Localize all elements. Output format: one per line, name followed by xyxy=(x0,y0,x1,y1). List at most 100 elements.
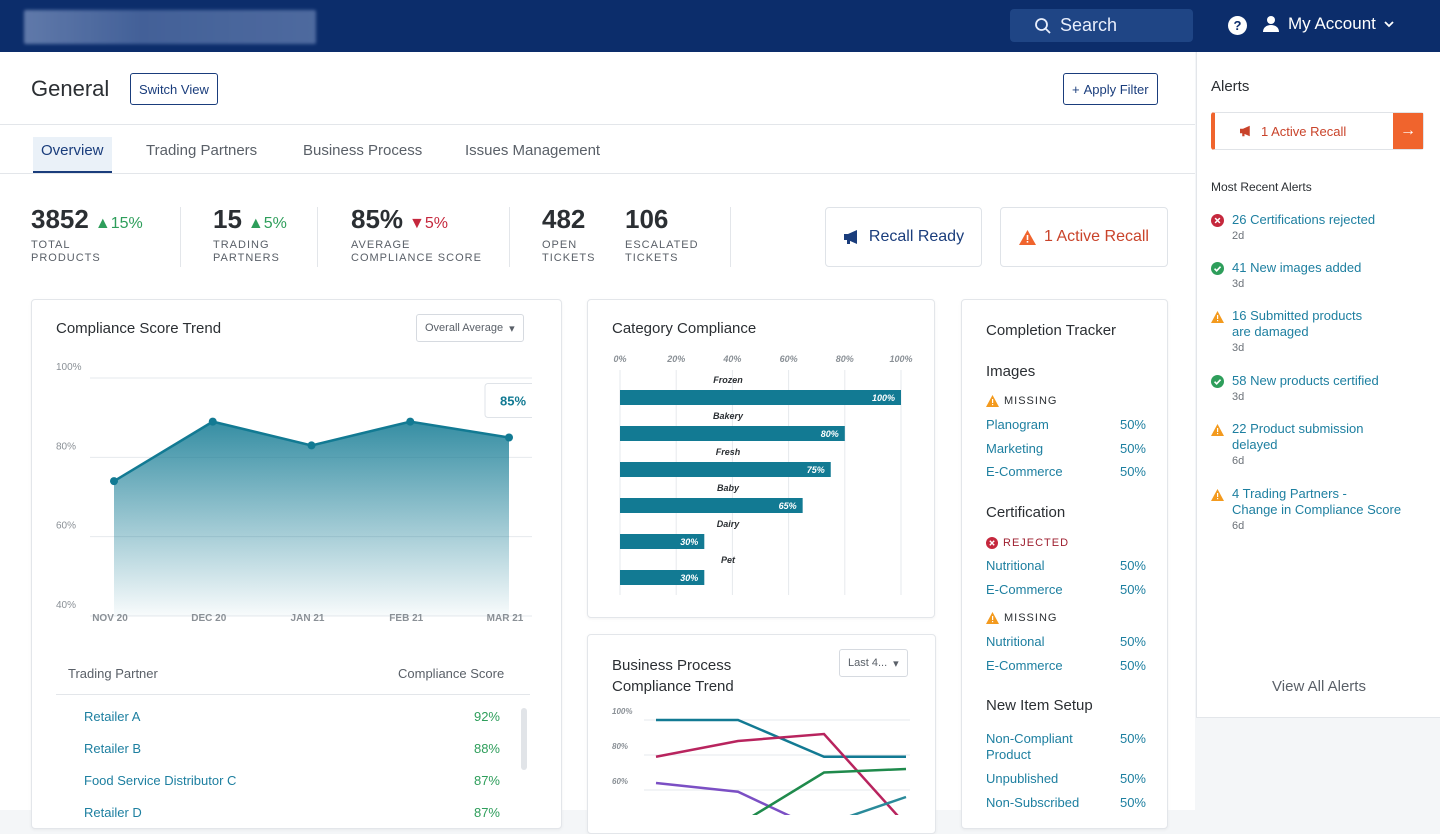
period-dropdown[interactable]: Last 4... ▾ xyxy=(839,649,908,677)
x-tick-label: 60% xyxy=(780,354,798,364)
business-process-chart: 100% 80% 60% xyxy=(612,707,910,815)
tracker-heading: Certification xyxy=(986,504,1066,521)
row-value: 50% xyxy=(1119,795,1146,810)
scrollbar[interactable] xyxy=(521,708,527,770)
row-value: 50% xyxy=(1119,417,1146,432)
card-title: Business Process Compliance Trend xyxy=(612,655,734,697)
arrow-up-icon: ▲ xyxy=(247,215,264,232)
compliance-trend-card: Compliance Score Trend Overall Average ▾ … xyxy=(31,299,562,829)
kpi-label: TICKETS xyxy=(542,252,596,264)
tracker-row[interactable]: E-Commerce 50% xyxy=(986,658,1146,673)
partner-score: 92% xyxy=(473,709,500,724)
row-value: 50% xyxy=(1119,464,1146,479)
arrow-down-icon: ▼ xyxy=(409,215,425,232)
row-label: Marketing xyxy=(986,441,1044,456)
overall-average-dropdown[interactable]: Overall Average ▾ xyxy=(416,314,524,342)
help-icon[interactable]: ? xyxy=(1228,16,1247,35)
chevron-down-icon xyxy=(1384,21,1394,28)
alert-line: 22 Product submission xyxy=(1232,421,1364,436)
warning-icon xyxy=(1019,229,1037,245)
alert-line: delayed xyxy=(1232,437,1278,452)
tracker-row[interactable]: E-Commerce 50% xyxy=(986,464,1146,479)
divider xyxy=(180,207,181,267)
tab-business-process[interactable]: Business Process xyxy=(303,142,423,159)
tracker-row[interactable]: Nutritional 50% xyxy=(986,634,1146,649)
data-point xyxy=(505,433,513,442)
alert-line: are damaged xyxy=(1232,324,1309,339)
app-logo[interactable] xyxy=(24,10,316,44)
arrow-up-icon: ▲ xyxy=(94,215,111,232)
business-process-card: Business Process Compliance Trend Last 4.… xyxy=(587,634,936,834)
alert-item[interactable]: 41 New images added 3d xyxy=(1211,260,1431,290)
bar-value-label: 65% xyxy=(779,501,797,511)
recall-ready-button[interactable]: Recall Ready xyxy=(825,207,982,267)
card-title-line: Compliance Trend xyxy=(612,678,734,695)
dropdown-value: Last 4... xyxy=(848,657,888,669)
category-compliance-card: Category Compliance 0% 20% 40% 60% 80% 100% Fr… xyxy=(587,299,935,618)
table-row[interactable]: Retailer A 92% xyxy=(84,709,500,724)
partner-name: Food Service Distributor C xyxy=(84,773,237,788)
table-row[interactable]: Retailer B 88% xyxy=(84,741,500,756)
tab-overview[interactable]: Overview xyxy=(33,137,112,173)
status-label: MISSING xyxy=(1004,612,1058,624)
status-missing: MISSING xyxy=(986,395,1057,407)
table-row[interactable]: Retailer D 87% xyxy=(84,805,500,820)
tracker-row[interactable]: Marketing 50% xyxy=(986,441,1146,456)
alert-item[interactable]: 4 Trading Partners - Change in Compliance… xyxy=(1211,486,1431,532)
y-tick-label: 60% xyxy=(56,521,76,532)
kpi-value: 15 xyxy=(213,204,242,234)
alerts-panel: Alerts 1 Active Recall → Most Recent Ale… xyxy=(1196,52,1440,718)
active-recall-button[interactable]: 1 Active Recall xyxy=(1000,207,1168,267)
recall-ready-label: Recall Ready xyxy=(868,228,965,245)
switch-view-button[interactable]: Switch View xyxy=(130,73,218,105)
check-circle-icon xyxy=(1211,375,1224,388)
kpi-label: ESCALATED xyxy=(625,239,699,251)
search-label: Search xyxy=(1060,15,1118,35)
search-button[interactable]: Search xyxy=(1010,9,1193,42)
kpi-average-compliance: 85% ▼5% AVERAGE COMPLIANCE SCORE xyxy=(351,204,482,265)
tracker-row[interactable]: Non-Subscribed 50% xyxy=(986,795,1146,810)
row-value: 50% xyxy=(1119,634,1146,649)
account-menu[interactable]: My Account xyxy=(1262,14,1394,34)
alert-item[interactable]: 26 Certifications rejected 2d xyxy=(1211,212,1431,242)
tab-issues-management[interactable]: Issues Management xyxy=(465,142,601,159)
kpi-value: 3852 xyxy=(31,204,89,234)
partner-name: Retailer A xyxy=(84,709,141,724)
tab-trading-partners[interactable]: Trading Partners xyxy=(146,142,258,159)
divider xyxy=(56,694,530,695)
row-value: 50% xyxy=(1119,441,1146,456)
card-title-line: Business Process xyxy=(612,657,732,674)
partner-name: Retailer D xyxy=(84,805,142,820)
kpi-label: PARTNERS xyxy=(213,252,280,264)
bar xyxy=(620,462,831,477)
tracker-row[interactable]: Planogram 50% xyxy=(986,417,1146,432)
tracker-row[interactable]: E-Commerce 50% xyxy=(986,582,1146,597)
alert-item[interactable]: 58 New products certified 3d xyxy=(1211,373,1431,403)
kpi-value: 482 xyxy=(542,204,586,234)
bar-value-label: 30% xyxy=(680,537,698,547)
active-recall-alert[interactable]: 1 Active Recall → xyxy=(1211,112,1424,150)
x-tick-label: 40% xyxy=(722,354,741,364)
tooltip-value: 85% xyxy=(500,394,526,409)
arrow-right-icon[interactable]: → xyxy=(1393,113,1423,149)
category-label: Dairy xyxy=(717,519,741,529)
tracker-row[interactable]: Non-Compliant Product 50% xyxy=(986,731,1146,763)
category-label: Bakery xyxy=(713,411,744,421)
tracker-heading: Images xyxy=(986,363,1036,380)
row-label: E-Commerce xyxy=(986,582,1063,597)
apply-filter-button[interactable]: + Apply Filter xyxy=(1063,73,1158,105)
table-row[interactable]: Food Service Distributor C 87% xyxy=(84,773,500,788)
row-label-line: Product xyxy=(986,747,1031,762)
alerts-title: Alerts xyxy=(1211,78,1250,95)
row-value: 50% xyxy=(1119,658,1146,673)
page-title: General xyxy=(31,76,110,101)
bar-value-label: 30% xyxy=(680,573,698,583)
view-all-alerts-link[interactable]: View All Alerts xyxy=(1272,678,1366,695)
series-line xyxy=(751,767,907,815)
tracker-row[interactable]: Unpublished 50% xyxy=(986,771,1146,786)
tracker-row[interactable]: Nutritional 50% xyxy=(986,558,1146,573)
alert-item[interactable]: 16 Submitted products are damaged 3d xyxy=(1211,308,1431,354)
alert-text: 16 Submitted products are damaged xyxy=(1232,308,1362,340)
category-label: Pet xyxy=(721,555,736,565)
alert-item[interactable]: 22 Product submission delayed 6d xyxy=(1211,421,1431,467)
